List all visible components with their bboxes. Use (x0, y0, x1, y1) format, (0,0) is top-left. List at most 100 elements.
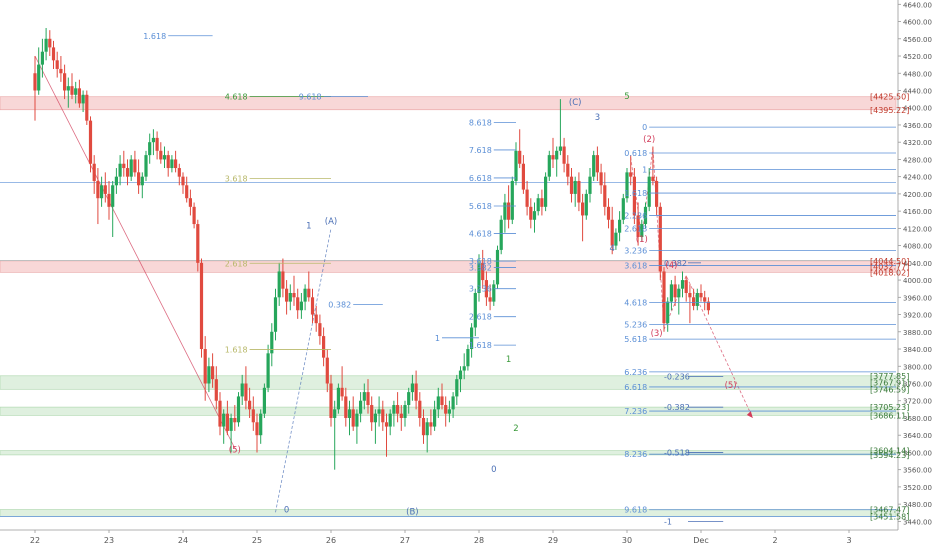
candle-body (199, 262, 204, 350)
candle-body (55, 60, 59, 69)
wave-paths-layer (34, 55, 754, 513)
fib-level-label: 1 (642, 165, 647, 174)
candle-body (148, 142, 152, 156)
candle-body (125, 168, 130, 177)
candle-body (373, 413, 377, 423)
x-tick-label: 26 (326, 536, 336, 545)
fib-level-label: 9.618 (299, 93, 322, 102)
candle-body (551, 155, 555, 160)
y-tick-label: 3720.00 (903, 398, 932, 406)
candle-body (359, 400, 363, 414)
x-tick-label: 27 (400, 536, 410, 545)
wave-label: (5) (725, 381, 737, 391)
y-tick-label: 3760.00 (903, 380, 932, 388)
candle-body (103, 185, 107, 194)
candle-body (562, 146, 566, 164)
candle-body (544, 176, 548, 207)
candle-body (188, 198, 192, 207)
candle-body (225, 413, 229, 431)
candle-body (451, 396, 455, 410)
y-tick-label: 4240.00 (903, 174, 932, 182)
candle-body (336, 387, 340, 410)
candle-body (140, 176, 144, 186)
candle-body (203, 349, 207, 384)
candle-body (159, 150, 163, 160)
y-tick-label: 3440.00 (903, 518, 932, 526)
candle-body (81, 94, 85, 104)
candle-body (314, 314, 318, 324)
candle-body (236, 396, 241, 423)
candle-body (155, 137, 159, 151)
candle-body (285, 288, 289, 302)
candle-body (318, 323, 322, 337)
fib-level-label: 2.618 (469, 313, 492, 322)
y-tick-label: 3640.00 (903, 432, 932, 440)
y-tick-label: 4520.00 (903, 53, 932, 61)
y-tick-label: 3520.00 (903, 484, 932, 492)
candle-body (222, 413, 226, 427)
candle-body (347, 409, 352, 418)
zone-price-label: [3767.91] (870, 379, 909, 388)
candle-body (643, 206, 648, 225)
fib-level-label: 4.618 (624, 298, 647, 307)
candle-body (625, 172, 629, 199)
zone-support-5 (0, 509, 897, 517)
candle-body (351, 409, 355, 427)
candle-body (244, 383, 248, 401)
candle-body (658, 206, 662, 272)
candle-body (536, 198, 540, 212)
fib-level-label: 5.618 (624, 335, 647, 344)
y-tick-label: 4320.00 (903, 139, 932, 147)
zone-price-label: [3451.58] (870, 512, 909, 521)
candle-body (629, 172, 633, 177)
candle-body (333, 409, 337, 418)
zone-price-label: [3604.14] (870, 447, 909, 456)
fib-level-label: 3.382 (469, 264, 492, 273)
fib-level-label: 8.618 (469, 118, 492, 127)
candle-body (444, 405, 448, 414)
candles-layer (33, 28, 710, 470)
fib-level-label: 8.236 (624, 450, 647, 459)
candle-body (370, 405, 374, 423)
zone-price-label: [4018.02] (870, 268, 909, 277)
candle-body (647, 176, 651, 207)
y-tick-label: 3600.00 (903, 449, 932, 457)
zone-resistance-1 (0, 260, 897, 273)
candle-body (259, 413, 263, 436)
candle-body (514, 150, 518, 181)
wave-5-leg-red (34, 55, 236, 449)
candle-body (488, 297, 492, 302)
candle-body (503, 202, 507, 220)
candle-body (48, 38, 52, 48)
fib-level-label: 6.618 (624, 383, 647, 392)
candle-body (558, 146, 562, 151)
fib-level-label: 1.618 (143, 32, 166, 41)
candle-body (59, 68, 63, 74)
fib-level-label: 7.236 (624, 407, 647, 416)
candle-body (170, 159, 174, 169)
candle-body (88, 120, 93, 164)
candle-body (706, 301, 710, 311)
candle-body (507, 202, 511, 220)
zone-price-label: [3467.47] (870, 506, 909, 515)
fib-level-label: 3.618 (225, 174, 248, 183)
fib-level-label: 9.618 (624, 506, 647, 515)
candle-body (44, 38, 48, 52)
zone-price-label: [4044.50] (870, 257, 909, 266)
candle-body (655, 180, 659, 207)
fib-level-label: 5.618 (469, 202, 492, 211)
candle-body (588, 176, 592, 194)
candle-body (403, 405, 407, 418)
candle-body (229, 417, 233, 431)
x-tick-label: 22 (30, 536, 40, 545)
candle-body (636, 215, 640, 237)
zone-resistance-0 (0, 96, 897, 111)
candle-body (440, 396, 444, 406)
fib-level-label: 6.618 (469, 174, 492, 183)
candle-body (695, 293, 699, 306)
wave-label: 0 (491, 465, 496, 475)
wave-label: 1 (306, 221, 311, 231)
candle-body (584, 193, 588, 216)
x-tick-label: 28 (474, 536, 484, 545)
